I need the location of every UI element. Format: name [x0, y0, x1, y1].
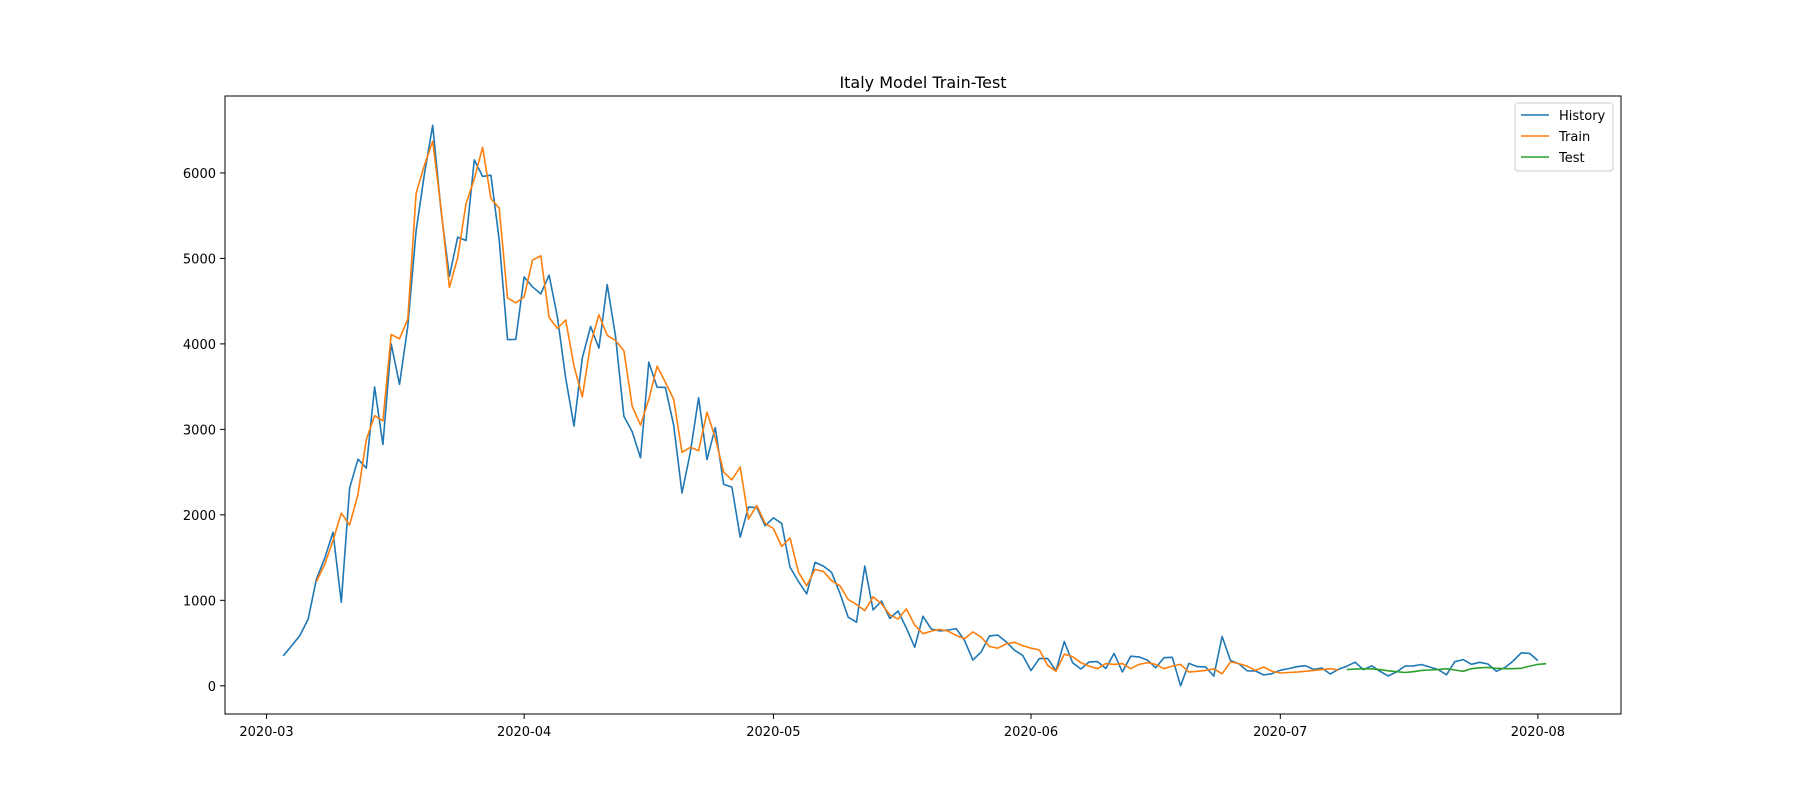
- y-tick-label: 0: [208, 680, 216, 695]
- x-tick-label: 2020-06: [1004, 725, 1058, 740]
- y-tick-label: 2000: [183, 509, 216, 524]
- plot-frame: [224, 95, 1622, 715]
- legend: History Train Test: [1514, 102, 1614, 172]
- chart-title: Italy Model Train-Test: [839, 73, 1006, 92]
- y-axis: 0 1000 2000 3000 4000 5000 6000: [183, 167, 225, 695]
- legend-label-train: Train: [1558, 130, 1590, 145]
- x-tick-label: 2020-04: [497, 725, 551, 740]
- y-tick-label: 1000: [183, 594, 216, 609]
- legend-label-test: Test: [1558, 151, 1585, 166]
- x-tick-label: 2020-05: [746, 725, 800, 740]
- y-tick-label: 5000: [183, 252, 216, 267]
- series-layer: [282, 124, 1547, 687]
- y-tick-label: 4000: [183, 338, 216, 353]
- legend-box: [1514, 102, 1614, 172]
- series-line-test: [1346, 662, 1547, 674]
- x-tick-label: 2020-08: [1511, 725, 1565, 740]
- series-line-train: [315, 140, 1339, 675]
- series-line-history: [282, 124, 1539, 687]
- x-axis: 2020-03 2020-04 2020-05 2020-06 2020-07 2020-…: [239, 714, 1565, 740]
- x-tick-label: 2020-07: [1253, 725, 1307, 740]
- y-tick-label: 6000: [183, 167, 216, 182]
- x-tick-label: 2020-03: [239, 725, 293, 740]
- legend-label-history: History: [1559, 109, 1606, 124]
- y-tick-label: 3000: [183, 423, 216, 438]
